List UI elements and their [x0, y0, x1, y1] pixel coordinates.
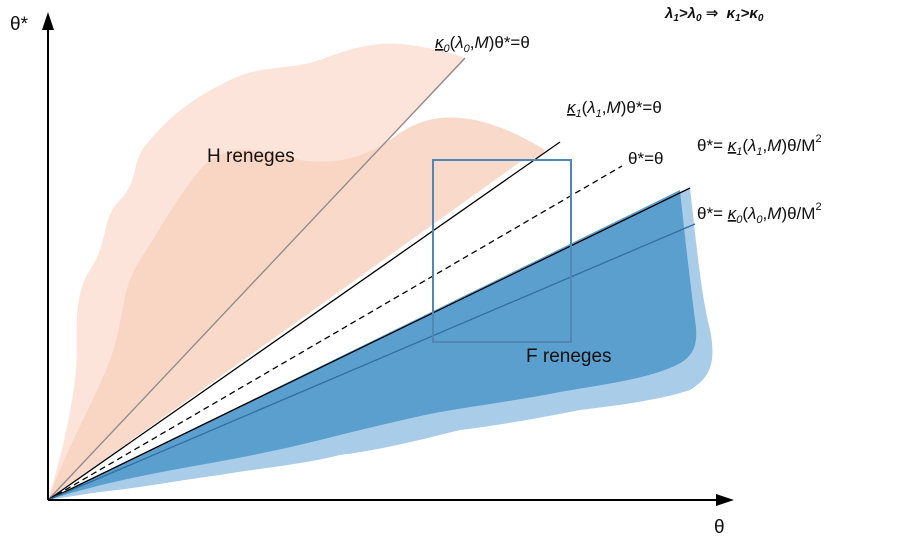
k0-lower-line — [47, 223, 696, 501]
k0-upper-label: κ0(λ0,M)θ*=θ — [435, 33, 530, 55]
k1-upper-line — [47, 141, 561, 501]
h-reneges-label: H reneges — [207, 146, 295, 167]
k1-lower-label: θ*= κ1(λ1,M)θ/M2 — [697, 133, 822, 158]
f-reneges-label: F reneges — [526, 346, 612, 367]
y-axis-arrow — [42, 12, 54, 30]
f-region-inner — [48, 190, 697, 500]
k0-lower-label: θ*= κ0(λ0,M)θ/M2 — [697, 201, 822, 226]
x-axis-label: θ — [714, 517, 725, 538]
highlight-box — [432, 159, 572, 343]
k1-upper-label: κ1(λ1,M)θ*=θ — [567, 98, 662, 120]
diagonal-label: θ*=θ — [628, 149, 663, 168]
y-axis-label: θ* — [10, 14, 29, 35]
header-note: λ1>λ0 ⇒ κ1>κ0 — [664, 5, 764, 24]
x-axis-arrow — [716, 494, 734, 506]
h-region-inner — [48, 117, 545, 500]
k1-lower-line — [47, 187, 691, 501]
diagonal-line — [47, 165, 623, 501]
k0-upper-line — [47, 57, 466, 501]
